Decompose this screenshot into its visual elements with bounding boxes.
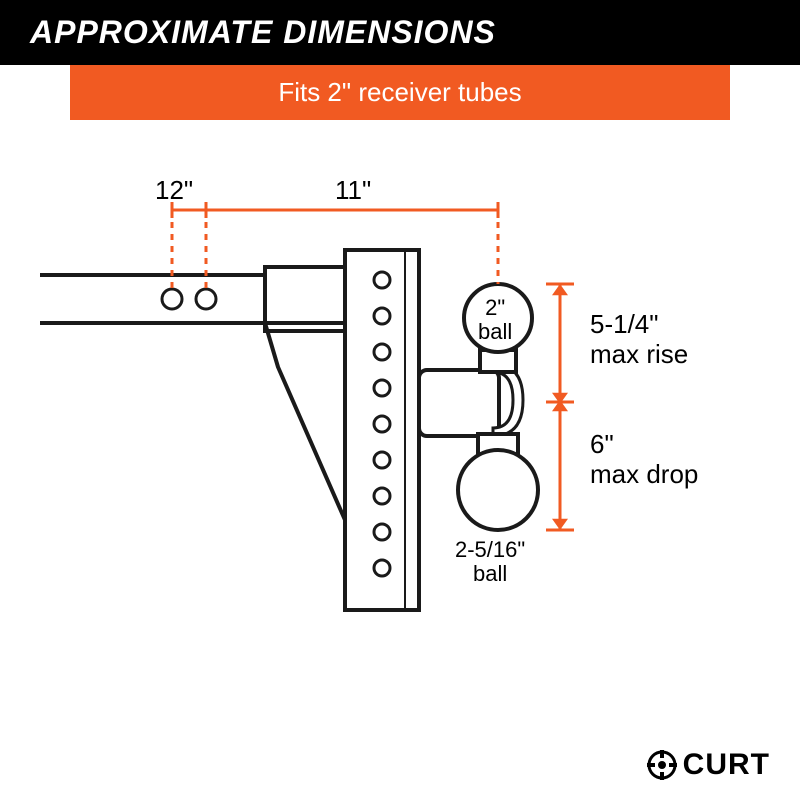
dim-drop-span: 11" [335, 175, 371, 206]
brand-logo: CURT [647, 748, 770, 782]
max-drop-label: 6" max drop [590, 430, 698, 490]
diagram-canvas: 12" 11" 2" ball 2-5/16" ball 5-1/4" max … [0, 140, 800, 740]
brand-name: CURT [683, 748, 770, 782]
bottom-ball-size: 2-5/16" [455, 537, 525, 562]
top-ball-word: ball [478, 319, 512, 344]
subheader-text: Fits 2" receiver tubes [278, 77, 521, 107]
max-rise-label: 5-1/4" max rise [590, 310, 688, 370]
dim-shank-length: 12" [155, 175, 193, 206]
max-rise-value: 5-1/4" [590, 309, 659, 339]
max-drop-word: max drop [590, 459, 698, 489]
brand-icon [647, 750, 677, 780]
top-ball-size: 2" [485, 295, 505, 320]
top-ball-label: 2" ball [478, 296, 512, 344]
subheader-bar: Fits 2" receiver tubes [70, 65, 730, 120]
header-title: APPROXIMATE DIMENSIONS [30, 14, 496, 50]
max-drop-value: 6" [590, 429, 614, 459]
bottom-ball-word: ball [473, 561, 507, 586]
header-bar: APPROXIMATE DIMENSIONS [0, 0, 800, 65]
bottom-ball-label: 2-5/16" ball [455, 538, 525, 586]
max-rise-word: max rise [590, 339, 688, 369]
